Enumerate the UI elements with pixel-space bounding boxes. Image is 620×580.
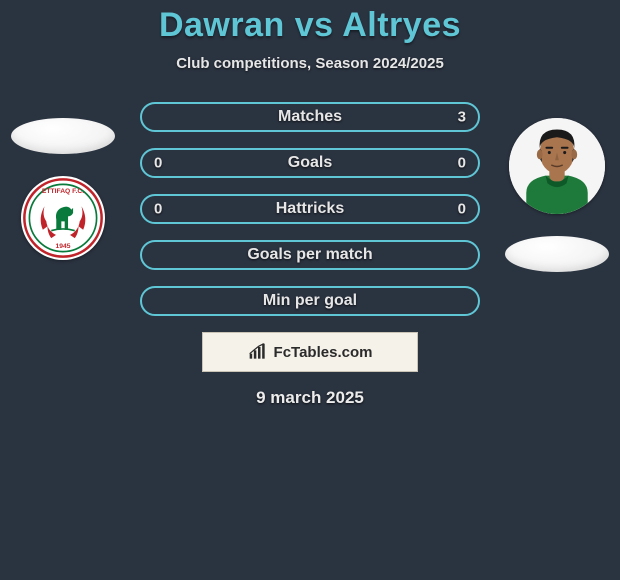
stats-table: Matches 3 0 Goals 0 0 Hattricks 0 Goals … xyxy=(140,102,480,316)
stat-right-value: 0 xyxy=(458,155,466,172)
stat-label: Goals xyxy=(288,154,332,172)
left-club-badge: ETTIFAQ F.C. 1945 xyxy=(21,176,105,260)
player-portrait-icon xyxy=(509,118,605,214)
stat-label: Hattricks xyxy=(276,200,344,218)
stat-label: Matches xyxy=(278,108,342,126)
stat-left-value: 0 xyxy=(154,155,162,172)
stat-label: Goals per match xyxy=(247,246,372,264)
stat-right-value: 0 xyxy=(458,201,466,218)
svg-text:1945: 1945 xyxy=(56,243,71,250)
stat-row: 0 Goals 0 xyxy=(140,148,480,178)
ettifaq-badge-icon: ETTIFAQ F.C. 1945 xyxy=(21,176,105,260)
left-player-photo-placeholder xyxy=(11,118,115,154)
svg-text:ETTIFAQ F.C.: ETTIFAQ F.C. xyxy=(42,188,84,195)
watermark-text: FcTables.com xyxy=(274,344,373,361)
right-club-badge-placeholder xyxy=(505,236,609,272)
page-title: Dawran vs Altryes xyxy=(0,6,620,45)
stat-right-value: 3 xyxy=(458,109,466,126)
bar-chart-icon xyxy=(248,343,268,361)
left-player-column: ETTIFAQ F.C. 1945 xyxy=(8,118,118,260)
date-label: 9 march 2025 xyxy=(0,388,620,408)
right-player-photo xyxy=(509,118,605,214)
stat-label: Min per goal xyxy=(263,292,357,310)
stat-left-value: 0 xyxy=(154,201,162,218)
stat-row: Goals per match xyxy=(140,240,480,270)
stat-row: Matches 3 xyxy=(140,102,480,132)
fctables-watermark: FcTables.com xyxy=(202,332,418,372)
right-player-column xyxy=(502,118,612,272)
page-subtitle: Club competitions, Season 2024/2025 xyxy=(0,55,620,72)
stat-row: Min per goal xyxy=(140,286,480,316)
stat-row: 0 Hattricks 0 xyxy=(140,194,480,224)
